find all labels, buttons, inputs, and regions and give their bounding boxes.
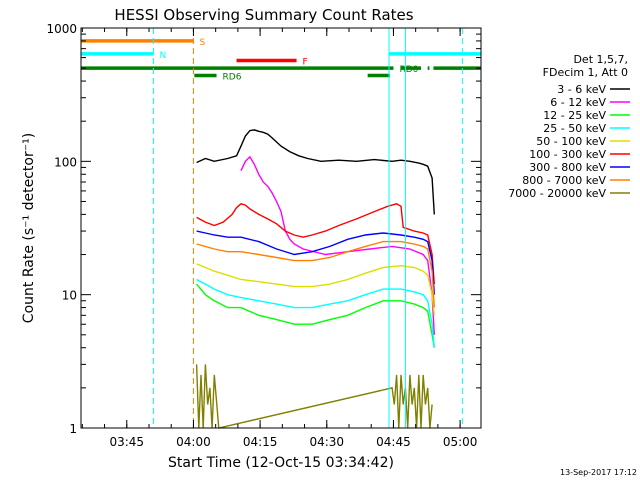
series-line-0 [196,129,435,215]
y-tick-label-0: 1 [69,422,77,436]
x-tick-label-2: 04:15 [243,435,278,449]
y-axis: 1 10 100 1000 [46,22,481,436]
plot-frame [80,27,482,429]
series-line-1 [240,155,435,335]
x-tick-label-3: 04:30 [309,435,344,449]
legend-label-6: 300 - 800 keV [529,161,606,174]
flag-bars: S N F RD0 RD6 [81,38,481,83]
x-tick-label-5: 05:00 [443,435,478,449]
flag-label-1: N [159,51,166,61]
y-tick-label-1: 10 [62,289,77,303]
legend-header-1: FDecim 1, Att 0 [543,66,628,79]
series-line-5 [196,203,435,285]
y-axis-label: Count Rate (s⁻¹ detector⁻¹) [21,133,37,323]
x-tick-label-0: 03:45 [109,435,144,449]
legend-label-0: 3 - 6 keV [557,83,606,96]
x-tick-label-4: 04:45 [376,435,411,449]
y-tick-label-2: 100 [54,155,77,169]
series-line-4 [196,263,435,316]
series-line-6 [196,230,435,295]
y-tick-label-3: 1000 [46,22,77,36]
series-layer [195,129,435,429]
x-axis: 03:45 04:00 04:15 04:30 04:45 05:00 [81,28,478,449]
series-line-8 [195,364,433,429]
legend-label-8: 7000 - 20000 keV [508,187,606,200]
legend-label-4: 50 - 100 keV [536,135,606,148]
legend-label-5: 100 - 300 keV [529,148,606,161]
footer-date: 13-Sep-2017 17:12 [560,468,637,477]
flag-label-0: S [199,38,205,48]
vertical-markers [80,28,463,428]
legend-label-7: 800 - 7000 keV [522,174,606,187]
flag-label-3: RD0 [399,65,418,75]
series-line-7 [196,240,435,308]
x-tick-label-1: 04:00 [176,435,211,449]
chart-title: HESSI Observing Summary Count Rates [114,6,413,24]
legend-label-2: 12 - 25 keV [543,109,606,122]
x-axis-label: Start Time (12-Oct-15 03:34:42) [168,455,394,471]
legend-label-3: 25 - 50 keV [543,122,606,135]
legend-header-0: Det 1,5,7, [573,53,628,66]
legend-label-1: 6 - 12 keV [550,96,606,109]
flag-label-4: RD6 [223,73,242,83]
series-line-3 [196,278,435,348]
series-line-2 [196,283,435,348]
flag-label-2: F [303,58,308,68]
